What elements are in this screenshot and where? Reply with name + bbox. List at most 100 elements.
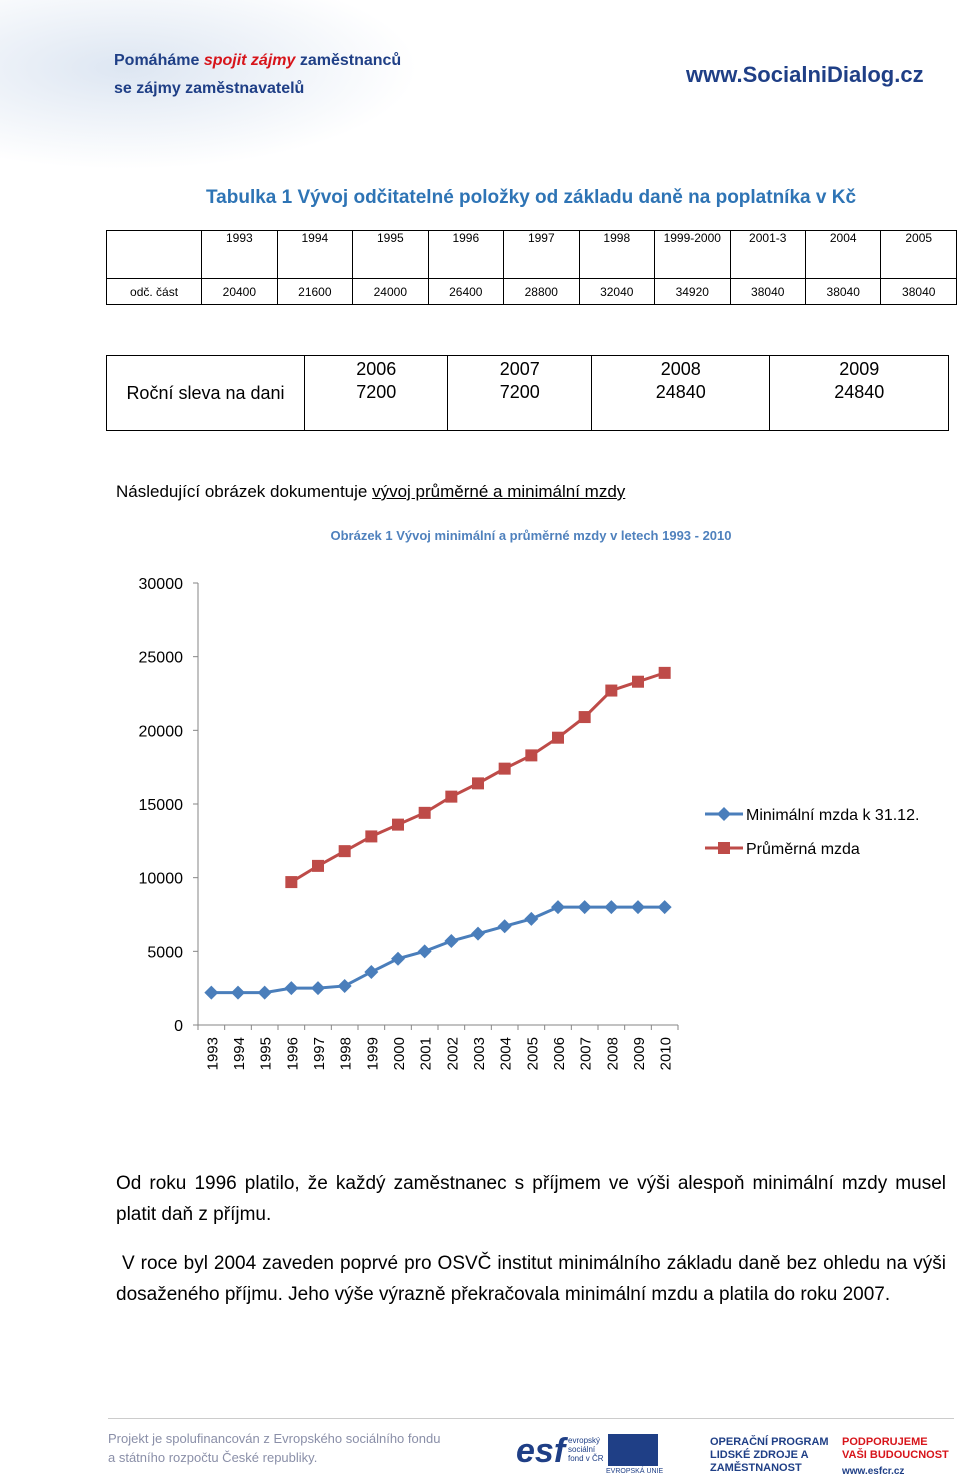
table-cell: 7200	[303, 382, 449, 431]
legend-label: Minimální mzda k 31.12.	[746, 807, 919, 824]
point	[418, 806, 431, 819]
table-cell: 24840	[590, 382, 771, 431]
table-cell: 1997	[503, 230, 580, 279]
x-tick-label: 2006	[551, 1037, 568, 1070]
legend-marker	[718, 842, 730, 854]
y-tick-label: 0	[174, 1018, 183, 1035]
table: Roční sleva na dani 2006 2007 2008 2009 7200 7…	[106, 355, 949, 431]
x-tick-label: 2000	[391, 1037, 408, 1070]
table-cell: 38040	[729, 278, 806, 305]
point	[498, 762, 511, 775]
point	[204, 985, 219, 1000]
y-tick-label: 30000	[139, 576, 184, 593]
point	[525, 749, 538, 762]
logo: EVROPSKÁ UNIE	[606, 1468, 664, 1475]
x-tick-label: 1995	[258, 1037, 275, 1070]
footer-line: Projekt je spolufinancován z Evropského …	[108, 1431, 441, 1446]
point	[631, 900, 645, 915]
point	[337, 978, 352, 993]
series-line	[211, 905, 665, 995]
point	[365, 830, 378, 843]
logo: OPERAČNÍ PROGRAM LIDSKÉ ZDROJE A ZAMĚSTN…	[710, 1436, 829, 1474]
x-tick-label: 2007	[578, 1037, 595, 1070]
x-tick-label: 2005	[524, 1037, 541, 1070]
point	[284, 981, 299, 996]
x-tick-label: 2001	[418, 1037, 435, 1070]
chart-title: Obrázek 1 Vývoj minimální a průměrné mzd…	[330, 528, 731, 543]
x-tick-label: 1997	[311, 1037, 328, 1070]
intro-part: vývoj průměrné a minimální mzdy	[372, 482, 626, 501]
point	[364, 964, 379, 979]
logo: evropský sociální fond v ČR	[568, 1436, 604, 1463]
logo	[608, 1434, 658, 1466]
point	[445, 790, 458, 803]
y-tick-label: 20000	[139, 723, 184, 740]
x-tick-label: 1994	[231, 1037, 248, 1070]
point	[392, 818, 404, 831]
y-tick-label: 10000	[139, 871, 184, 888]
table-row: Roční sleva na dani 2006 2007 2008 2009	[106, 355, 949, 431]
table-cell: 20400	[201, 278, 278, 305]
table-cell: 2005	[880, 230, 957, 279]
table-cell: 1999-2000	[654, 230, 731, 279]
site: www.SocialniDialog.cz	[686, 62, 924, 87]
point	[471, 926, 485, 941]
tagline: Pomáháme spojit zájmy zaměstnanců	[114, 52, 401, 70]
paragraph: V roce byl 2004 zaveden poprvé pro OSVČ …	[116, 1253, 946, 1305]
point	[524, 911, 539, 926]
table-cell: 2004	[804, 230, 882, 279]
table-cell: 1993	[201, 230, 278, 279]
point	[311, 981, 325, 996]
point	[632, 675, 644, 688]
table-row: 7200 7200 24840 24840	[107, 382, 949, 431]
table-cell: 24000	[352, 278, 429, 305]
table-cell	[105, 230, 203, 279]
logo: www.esfcr.cz	[842, 1466, 905, 1477]
intro: Následující obrázek dokumentuje vývoj pr…	[116, 482, 625, 502]
table-row: odč. část 20400 21600 24000 26400 28800 32040 3…	[105, 278, 957, 305]
point	[578, 711, 591, 724]
legend-marker	[717, 807, 731, 821]
table-cell: 2008	[590, 355, 771, 382]
x-tick-label: 2008	[604, 1037, 621, 1070]
table-cell: 2007	[447, 355, 592, 382]
point	[472, 777, 484, 790]
point	[285, 876, 298, 889]
point	[231, 985, 245, 1000]
x-tick-label: 1993	[204, 1037, 221, 1070]
legend-label: Průměrná mzda	[746, 840, 860, 858]
point	[605, 684, 618, 697]
table: 1993 1994 1995 1996 1997 1998 1999-2000 2001-3 2…	[105, 230, 957, 305]
tagline-part: Pomáháme	[114, 52, 204, 69]
header-glow	[0, 0, 420, 170]
table-cell: 2009	[769, 355, 949, 382]
table-cell: odč. část	[105, 278, 203, 305]
footer-text: Projekt je spolufinancován z Evropského …	[108, 1429, 440, 1467]
tagline-part: zaměstnanců	[295, 52, 402, 69]
y-tick-label: 25000	[139, 650, 184, 667]
x-tick-label: 2003	[471, 1037, 488, 1070]
tagline2: se zájmy zaměstnavatelů	[114, 80, 305, 97]
tagline-part: spojit zájmy	[203, 52, 296, 69]
point	[577, 900, 592, 915]
table-row: 1993 1994 1995 1996 1997 1998 1999-2000 2001-3 2…	[105, 230, 957, 279]
table-cell: 32040	[578, 278, 656, 305]
table-cell: 2001-3	[729, 230, 806, 279]
table-cell: 24840	[769, 382, 949, 431]
table-cell: 38040	[804, 278, 882, 305]
point	[604, 900, 619, 915]
point	[657, 900, 672, 915]
logo: esf	[516, 1432, 566, 1470]
chart: Obrázek 1 Vývoj minimální a průměrné mzd…	[139, 528, 920, 1070]
x-tick-label: 2010	[658, 1037, 675, 1070]
x-tick-label: 2002	[444, 1037, 461, 1070]
table-cell: 1998	[578, 230, 656, 279]
table-cell: 28800	[503, 278, 580, 305]
footer-rule	[108, 1418, 954, 1419]
point	[417, 944, 432, 959]
point	[312, 859, 324, 872]
point	[497, 919, 512, 934]
point	[551, 900, 565, 915]
table-cell: 2006	[303, 355, 449, 382]
